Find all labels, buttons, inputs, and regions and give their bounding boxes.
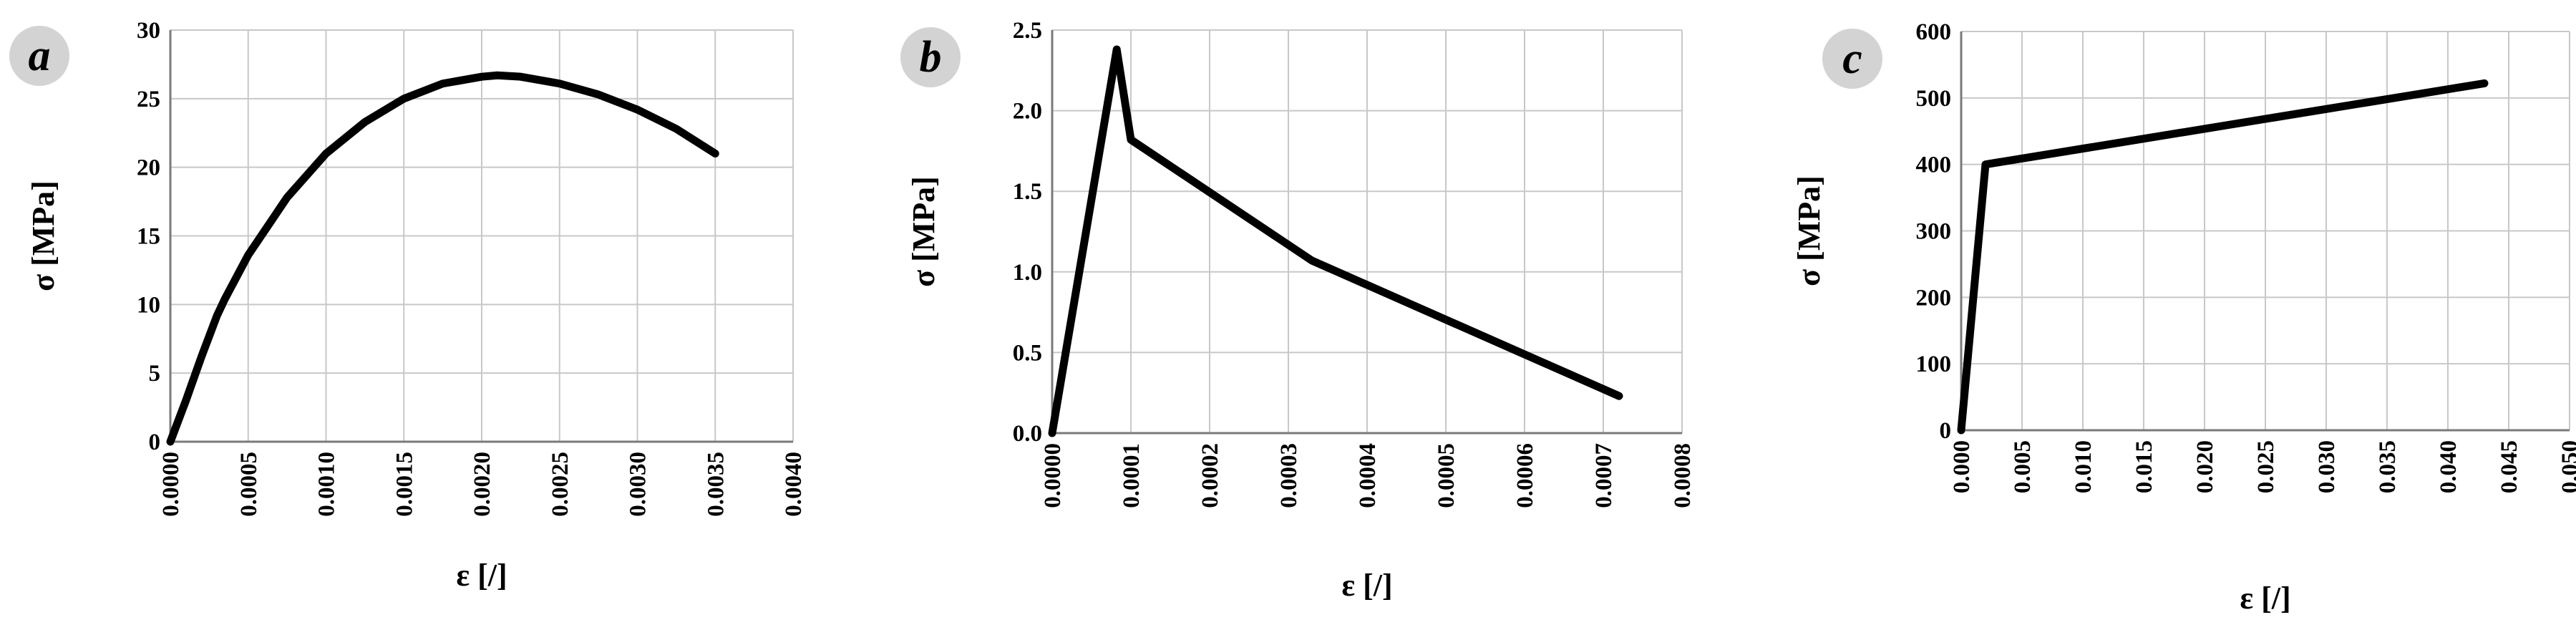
y-tick-label: 0 — [1940, 418, 1952, 444]
y-tick-label: 1.5 — [1013, 179, 1042, 205]
x-tick-label: 0.0007 — [1591, 443, 1617, 508]
x-tick-label: 0.0040 — [781, 452, 807, 517]
x-tick-label: 0.025 — [2253, 440, 2279, 493]
y-tick-label: 15 — [137, 224, 160, 250]
x-tick-label: 0.020 — [2192, 440, 2218, 493]
y-tick-label: 1.0 — [1013, 260, 1042, 286]
panel-label-text: c — [1842, 34, 1862, 83]
x-tick-label: 0.0035 — [703, 452, 729, 517]
y-tick-label: 0.0 — [1013, 421, 1042, 447]
data-series-line — [1048, 45, 1623, 437]
y-tick-label: 2.5 — [1013, 18, 1042, 44]
panel-label-circle — [1822, 29, 1882, 89]
x-axis-title: ε [/] — [456, 558, 507, 593]
y-tick-label: 20 — [137, 155, 160, 181]
x-tick-label: 0.0002 — [1197, 443, 1223, 508]
x-tick-label: 0.0005 — [1434, 443, 1459, 508]
y-tick-label: 30 — [137, 18, 160, 44]
x-tick-label: 0.0005 — [236, 452, 262, 517]
x-tick-label: 0.010 — [2071, 440, 2096, 493]
chart-panel-c: 0 100 200 300 400 500 600 0.000 0.005 0.010 0.015 0… — [1792, 19, 2576, 616]
x-tick-label: 0.0003 — [1276, 443, 1302, 508]
x-axis-title: ε [/] — [1341, 568, 1392, 603]
y-axis-title: σ [MPa] — [906, 176, 941, 287]
panel-label-text: b — [920, 33, 942, 82]
y-tick-label: 400 — [1916, 152, 1952, 178]
data-series-line — [166, 71, 719, 446]
chart-panel-a: 0 5 10 15 20 25 30 0.0000 0.0005 0.0010 0.0015 0.00… — [9, 18, 807, 593]
y-axis-title: σ [MPa] — [26, 180, 61, 291]
y-tick-label: 5 — [149, 361, 161, 387]
x-tick-label: 0.0000 — [1040, 443, 1066, 508]
x-tick-label: 0.005 — [2010, 440, 2036, 493]
x-tick-label: 0.045 — [2497, 440, 2522, 493]
y-tick-label: 600 — [1916, 19, 1952, 45]
x-tick-label: 0.0008 — [1670, 443, 1696, 508]
y-tick-label: 25 — [137, 87, 160, 112]
panel-label-text: a — [29, 31, 51, 80]
x-axis-title: ε [/] — [2240, 581, 2290, 616]
panel-label-badge: a — [9, 26, 69, 86]
x-tick-label: 0.000 — [1949, 440, 1975, 493]
y-tick-label: 500 — [1916, 86, 1952, 112]
panel-label-circle — [9, 26, 69, 86]
x-tick-label: 0.0025 — [548, 452, 573, 517]
x-tick-label: 0.0030 — [626, 452, 651, 517]
x-tick-label: 0.0004 — [1355, 443, 1381, 508]
y-tick-label: 300 — [1916, 219, 1952, 245]
panel-label-badge: b — [900, 27, 961, 87]
y-tick-label: 0 — [149, 430, 161, 455]
y-axis-title: σ [MPa] — [1792, 175, 1827, 286]
y-tick-label: 200 — [1916, 285, 1952, 311]
panel-label-badge: c — [1822, 29, 1882, 89]
x-tick-label: 0.050 — [2557, 440, 2576, 493]
x-tick-label: 0.015 — [2132, 440, 2157, 493]
data-series-line — [1957, 79, 2489, 435]
x-tick-label: 0.0000 — [158, 452, 184, 517]
y-tick-label: 0.5 — [1013, 340, 1042, 366]
x-tick-label: 0.0010 — [314, 452, 340, 517]
x-tick-label: 0.035 — [2375, 440, 2401, 493]
y-tick-label: 10 — [137, 292, 160, 318]
panel-label-circle — [900, 27, 961, 87]
y-tick-label: 100 — [1916, 351, 1952, 377]
chart-panel-b: 0.0 0.5 1.0 1.5 2.0 2.5 0.0000 0.0001 0.0002 0.00… — [900, 18, 1696, 603]
y-tick-label: 2.0 — [1013, 99, 1042, 125]
x-tick-label: 0.0020 — [470, 452, 495, 517]
x-tick-label: 0.040 — [2436, 440, 2461, 493]
x-tick-label: 0.0001 — [1119, 443, 1144, 508]
x-tick-label: 0.0006 — [1512, 443, 1538, 508]
x-tick-label: 0.030 — [2314, 440, 2340, 493]
x-tick-label: 0.0015 — [392, 452, 417, 517]
